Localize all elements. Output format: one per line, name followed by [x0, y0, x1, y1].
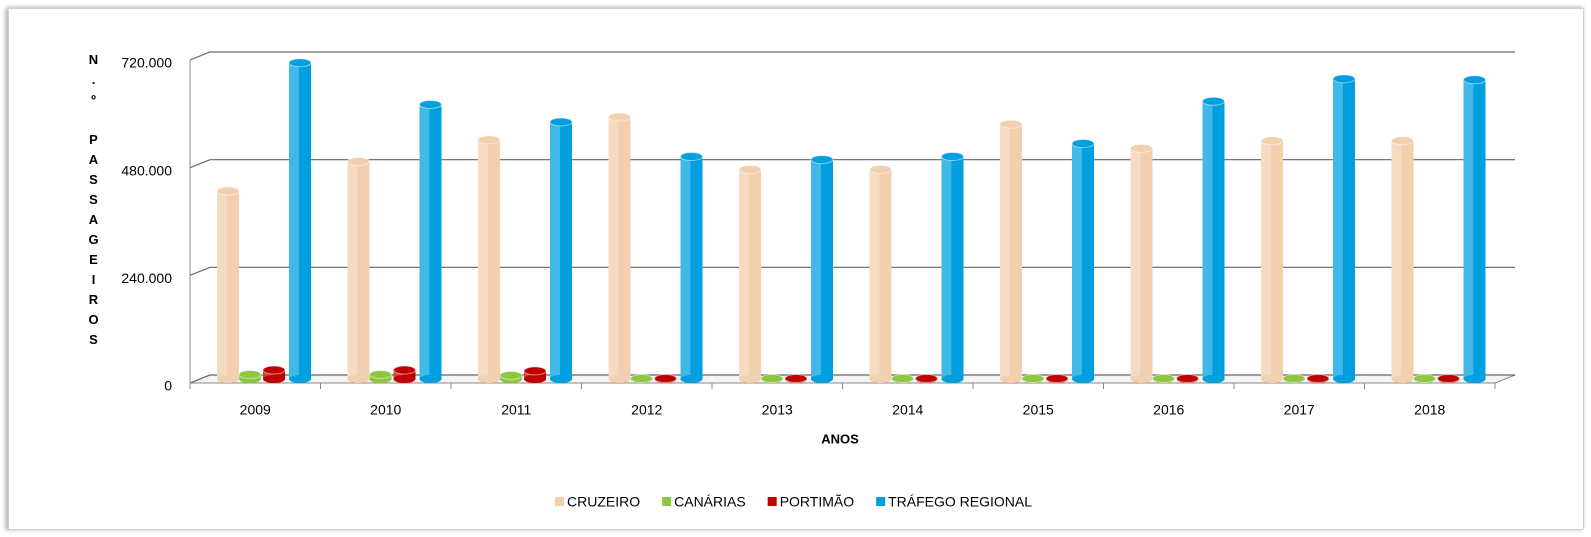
bar: [477, 135, 501, 383]
bar: [1413, 374, 1436, 384]
bar: [760, 374, 784, 384]
bar: [1437, 374, 1460, 384]
bar: [216, 186, 240, 383]
bar: [549, 117, 573, 383]
legend-label: TRÁFEGO REGIONAL: [888, 494, 1032, 510]
bar: [1202, 96, 1225, 383]
grid-line: [189, 266, 1515, 276]
x-axis-label: ANOS: [821, 431, 859, 446]
legend-swatch: [876, 497, 886, 506]
legend-label: CRUZEIRO: [567, 494, 640, 510]
bar: [654, 374, 677, 384]
bar: [915, 374, 938, 384]
bar: [1306, 374, 1330, 384]
bar: [347, 156, 370, 383]
bar: [1152, 374, 1175, 384]
bar: [869, 164, 892, 383]
bar: [393, 365, 416, 383]
legend-swatch: [662, 497, 672, 506]
bar: [810, 155, 834, 383]
legend-swatch: [555, 497, 564, 506]
grid-line: [189, 51, 1515, 61]
bar: [738, 164, 762, 383]
x-tick-label: 2016: [1153, 402, 1184, 418]
bar: [941, 151, 964, 383]
x-tick-label: 2009: [240, 402, 271, 418]
bar: [1391, 136, 1414, 383]
bar: [1332, 74, 1356, 383]
bar: [288, 58, 312, 383]
grid-line: [189, 159, 1515, 169]
y-tick-label: 480.000: [121, 162, 172, 178]
bar: [1176, 374, 1199, 384]
bar: [630, 374, 653, 384]
bar: [523, 366, 547, 383]
legend-label: CANÁRIAS: [674, 494, 746, 510]
bar: [238, 370, 262, 383]
bar: [369, 370, 392, 383]
chart-frame: [8, 8, 1584, 530]
bar: [499, 370, 523, 383]
y-axis-label: N.º PASSAGEIROS: [86, 52, 101, 352]
bar: [1021, 374, 1045, 384]
bar: [1282, 374, 1306, 384]
bar: [608, 112, 631, 383]
legend-swatch: [767, 497, 777, 506]
bar: [262, 365, 286, 383]
y-tick-label: 720.000: [121, 55, 172, 71]
legend-label: PORTIMÃO: [780, 494, 855, 510]
y-tick-label: 0: [164, 378, 172, 394]
x-tick-label: 2013: [762, 402, 793, 418]
bar: [1260, 136, 1284, 383]
bar: [419, 99, 442, 383]
x-tick-label: 2012: [631, 402, 662, 418]
bar: [784, 374, 808, 384]
bar: [999, 119, 1023, 383]
x-tick-label: 2017: [1284, 402, 1315, 418]
x-tick-label: 2018: [1414, 402, 1445, 418]
y-tick-label: 240.000: [121, 270, 172, 286]
bar: [1130, 143, 1153, 383]
bar: [1045, 374, 1069, 384]
bar: [891, 374, 914, 384]
x-tick-label: 2011: [501, 402, 531, 418]
bar: [1071, 138, 1095, 383]
x-tick-label: 2014: [892, 402, 923, 418]
x-tick-label: 2015: [1023, 402, 1054, 418]
bar: [1463, 75, 1486, 383]
bar: [680, 151, 703, 383]
x-tick-label: 2010: [370, 402, 401, 418]
